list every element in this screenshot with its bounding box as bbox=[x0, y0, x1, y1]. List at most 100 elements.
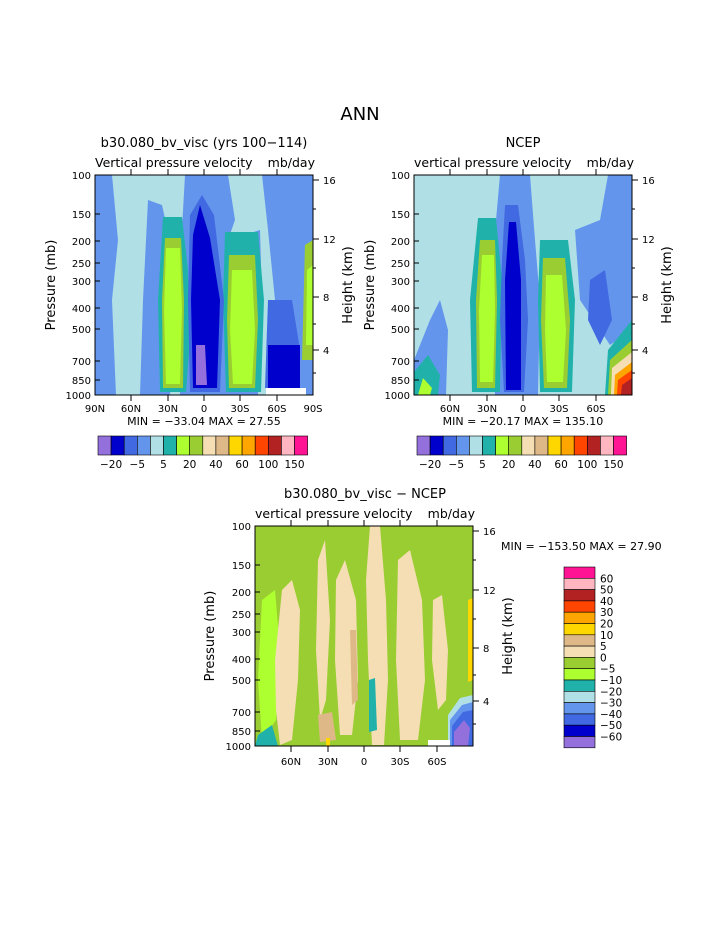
contour-fill-darkred-antarctic bbox=[621, 378, 632, 395]
ytick-right-label: 8 bbox=[323, 293, 329, 304]
contour-fill-wheat-south bbox=[396, 550, 425, 740]
colorbar-label: −5 bbox=[449, 459, 464, 471]
ytick-label: 1000 bbox=[66, 391, 91, 402]
colorbar-swatch bbox=[455, 435, 470, 456]
colorbar-swatch bbox=[563, 690, 596, 703]
ytick-label: 150 bbox=[72, 210, 91, 221]
colorbar-label: −20 bbox=[100, 459, 122, 471]
colorbar-swatch bbox=[563, 577, 596, 590]
panel-model-subtitle-right: mb/day bbox=[268, 155, 316, 170]
panel-model-yaxis-right: 16 12 8 4 Height (km) bbox=[313, 176, 356, 374]
colorbar-swatch bbox=[534, 435, 549, 456]
contour-fill-wheat-ssouth bbox=[432, 595, 448, 710]
colorbar-label: −60 bbox=[600, 732, 622, 744]
colorbar-label: 100 bbox=[258, 459, 278, 471]
ylabel-right: Height (km) bbox=[341, 246, 356, 323]
ytick-label: 500 bbox=[391, 325, 410, 336]
ytick-label: 300 bbox=[72, 277, 91, 288]
colorbar-swatch bbox=[563, 668, 596, 681]
colorbar-swatch bbox=[294, 435, 308, 456]
xtick-label: 0 bbox=[520, 404, 526, 415]
colorbar-label: −30 bbox=[600, 698, 622, 710]
ylabel: Pressure (mb) bbox=[203, 591, 218, 682]
contour-fill-lime-north bbox=[164, 248, 182, 384]
panel-obs-title: NCEP bbox=[506, 136, 541, 151]
colorbar-swatch bbox=[442, 435, 457, 456]
contour-missing-data bbox=[266, 388, 306, 395]
colorbar-label: 40 bbox=[528, 459, 541, 471]
colorbar-swatch bbox=[137, 435, 151, 456]
panel-diff-subtitle-left: vertical pressure velocity bbox=[255, 506, 413, 521]
xtick-label: 90N bbox=[85, 404, 105, 415]
contour-fill-cornflower-north bbox=[95, 175, 118, 395]
panel-obs-subtitle-right: mb/day bbox=[587, 155, 635, 170]
colorbar-label: −10 bbox=[600, 675, 622, 687]
colorbar-swatch bbox=[281, 435, 295, 456]
xtick-label: 60N bbox=[281, 757, 301, 768]
colorbar-label: 50 bbox=[600, 585, 613, 597]
colorbar-label: 60 bbox=[600, 573, 613, 585]
ytick-right-label: 16 bbox=[642, 176, 655, 187]
colorbar-swatch bbox=[563, 724, 596, 737]
colorbar-swatch bbox=[563, 600, 596, 613]
colorbar-label: 0 bbox=[600, 652, 607, 664]
panel-diff-title: b30.080_bv_visc − NCEP bbox=[284, 487, 446, 502]
colorbar-swatch bbox=[563, 713, 596, 726]
contour-missing-data bbox=[428, 740, 450, 746]
colorbar-swatch bbox=[547, 435, 562, 456]
panel-diff-subtitle-right: mb/day bbox=[428, 506, 476, 521]
colorbar-label: −40 bbox=[600, 709, 622, 721]
colorbar-swatch bbox=[563, 623, 596, 636]
contour-fill-wheat-nstrip bbox=[316, 540, 330, 720]
colorbar-swatch bbox=[202, 435, 217, 456]
ytick-label: 100 bbox=[232, 522, 251, 533]
ytick-label: 200 bbox=[391, 237, 410, 248]
ylabel: Pressure (mb) bbox=[363, 240, 378, 331]
ytick-label: 400 bbox=[391, 304, 410, 315]
contour-fill-wheat-north bbox=[275, 580, 300, 745]
ytick-label: 850 bbox=[72, 376, 91, 387]
panel-obs-xaxis: 60N 30N 0 30S 60S bbox=[440, 169, 606, 415]
ytick-label: 500 bbox=[72, 325, 91, 336]
colorbar-swatch bbox=[495, 435, 510, 456]
xtick-label: 60N bbox=[440, 404, 460, 415]
xtick-label: 30N bbox=[318, 757, 338, 768]
colorbar-label: −20 bbox=[419, 459, 441, 471]
colorbar-label: 40 bbox=[600, 596, 613, 608]
colorbar-swatch bbox=[563, 589, 596, 602]
panel-obs-yaxis-right: 16 12 8 4 Height (km) bbox=[632, 176, 675, 374]
colorbar-label: 100 bbox=[577, 459, 597, 471]
xtick-label: 30N bbox=[477, 404, 497, 415]
contour-fill-lime-north-surface bbox=[418, 378, 432, 395]
ytick-label: 150 bbox=[232, 561, 251, 572]
colorbar-swatch bbox=[482, 435, 496, 456]
colorbar-swatch bbox=[563, 736, 596, 749]
xtick-label: 30S bbox=[549, 404, 568, 415]
ylabel-right: Height (km) bbox=[501, 597, 516, 674]
contour-fill-lime-south bbox=[545, 275, 566, 382]
colorbar-swatch bbox=[215, 435, 230, 456]
ytick-right-label: 16 bbox=[483, 527, 496, 538]
colorbar-swatch bbox=[176, 435, 191, 456]
contour-fill-lime-north bbox=[258, 590, 280, 740]
xtick-label: 90S bbox=[303, 404, 322, 415]
colorbar-swatch bbox=[563, 611, 596, 624]
contour-fill-tan-north bbox=[318, 712, 336, 742]
contour-fill-lime-north bbox=[479, 255, 495, 382]
colorbar-label: 10 bbox=[600, 630, 613, 642]
colorbar-swatch bbox=[228, 435, 243, 456]
panel-obs: NCEP vertical pressure velocity mb/day bbox=[363, 136, 675, 471]
ytick-label: 250 bbox=[232, 610, 251, 621]
contour-fill-royalblue-south bbox=[588, 270, 612, 345]
ytick-label: 700 bbox=[232, 708, 251, 719]
ytick-right-label: 4 bbox=[642, 346, 648, 357]
ytick-right-label: 8 bbox=[642, 293, 648, 304]
panel-diff-yaxis: 100 150 200 250 300 400 500 700 850 1000… bbox=[203, 522, 260, 753]
ytick-label: 300 bbox=[232, 628, 251, 639]
ytick-label: 100 bbox=[72, 171, 91, 182]
colorbar-label: 5 bbox=[479, 459, 486, 471]
ytick-label: 200 bbox=[72, 237, 91, 248]
panel-diff-xaxis: 60N 30N 0 30S 60S bbox=[281, 520, 447, 768]
colorbar-swatch bbox=[416, 435, 431, 456]
